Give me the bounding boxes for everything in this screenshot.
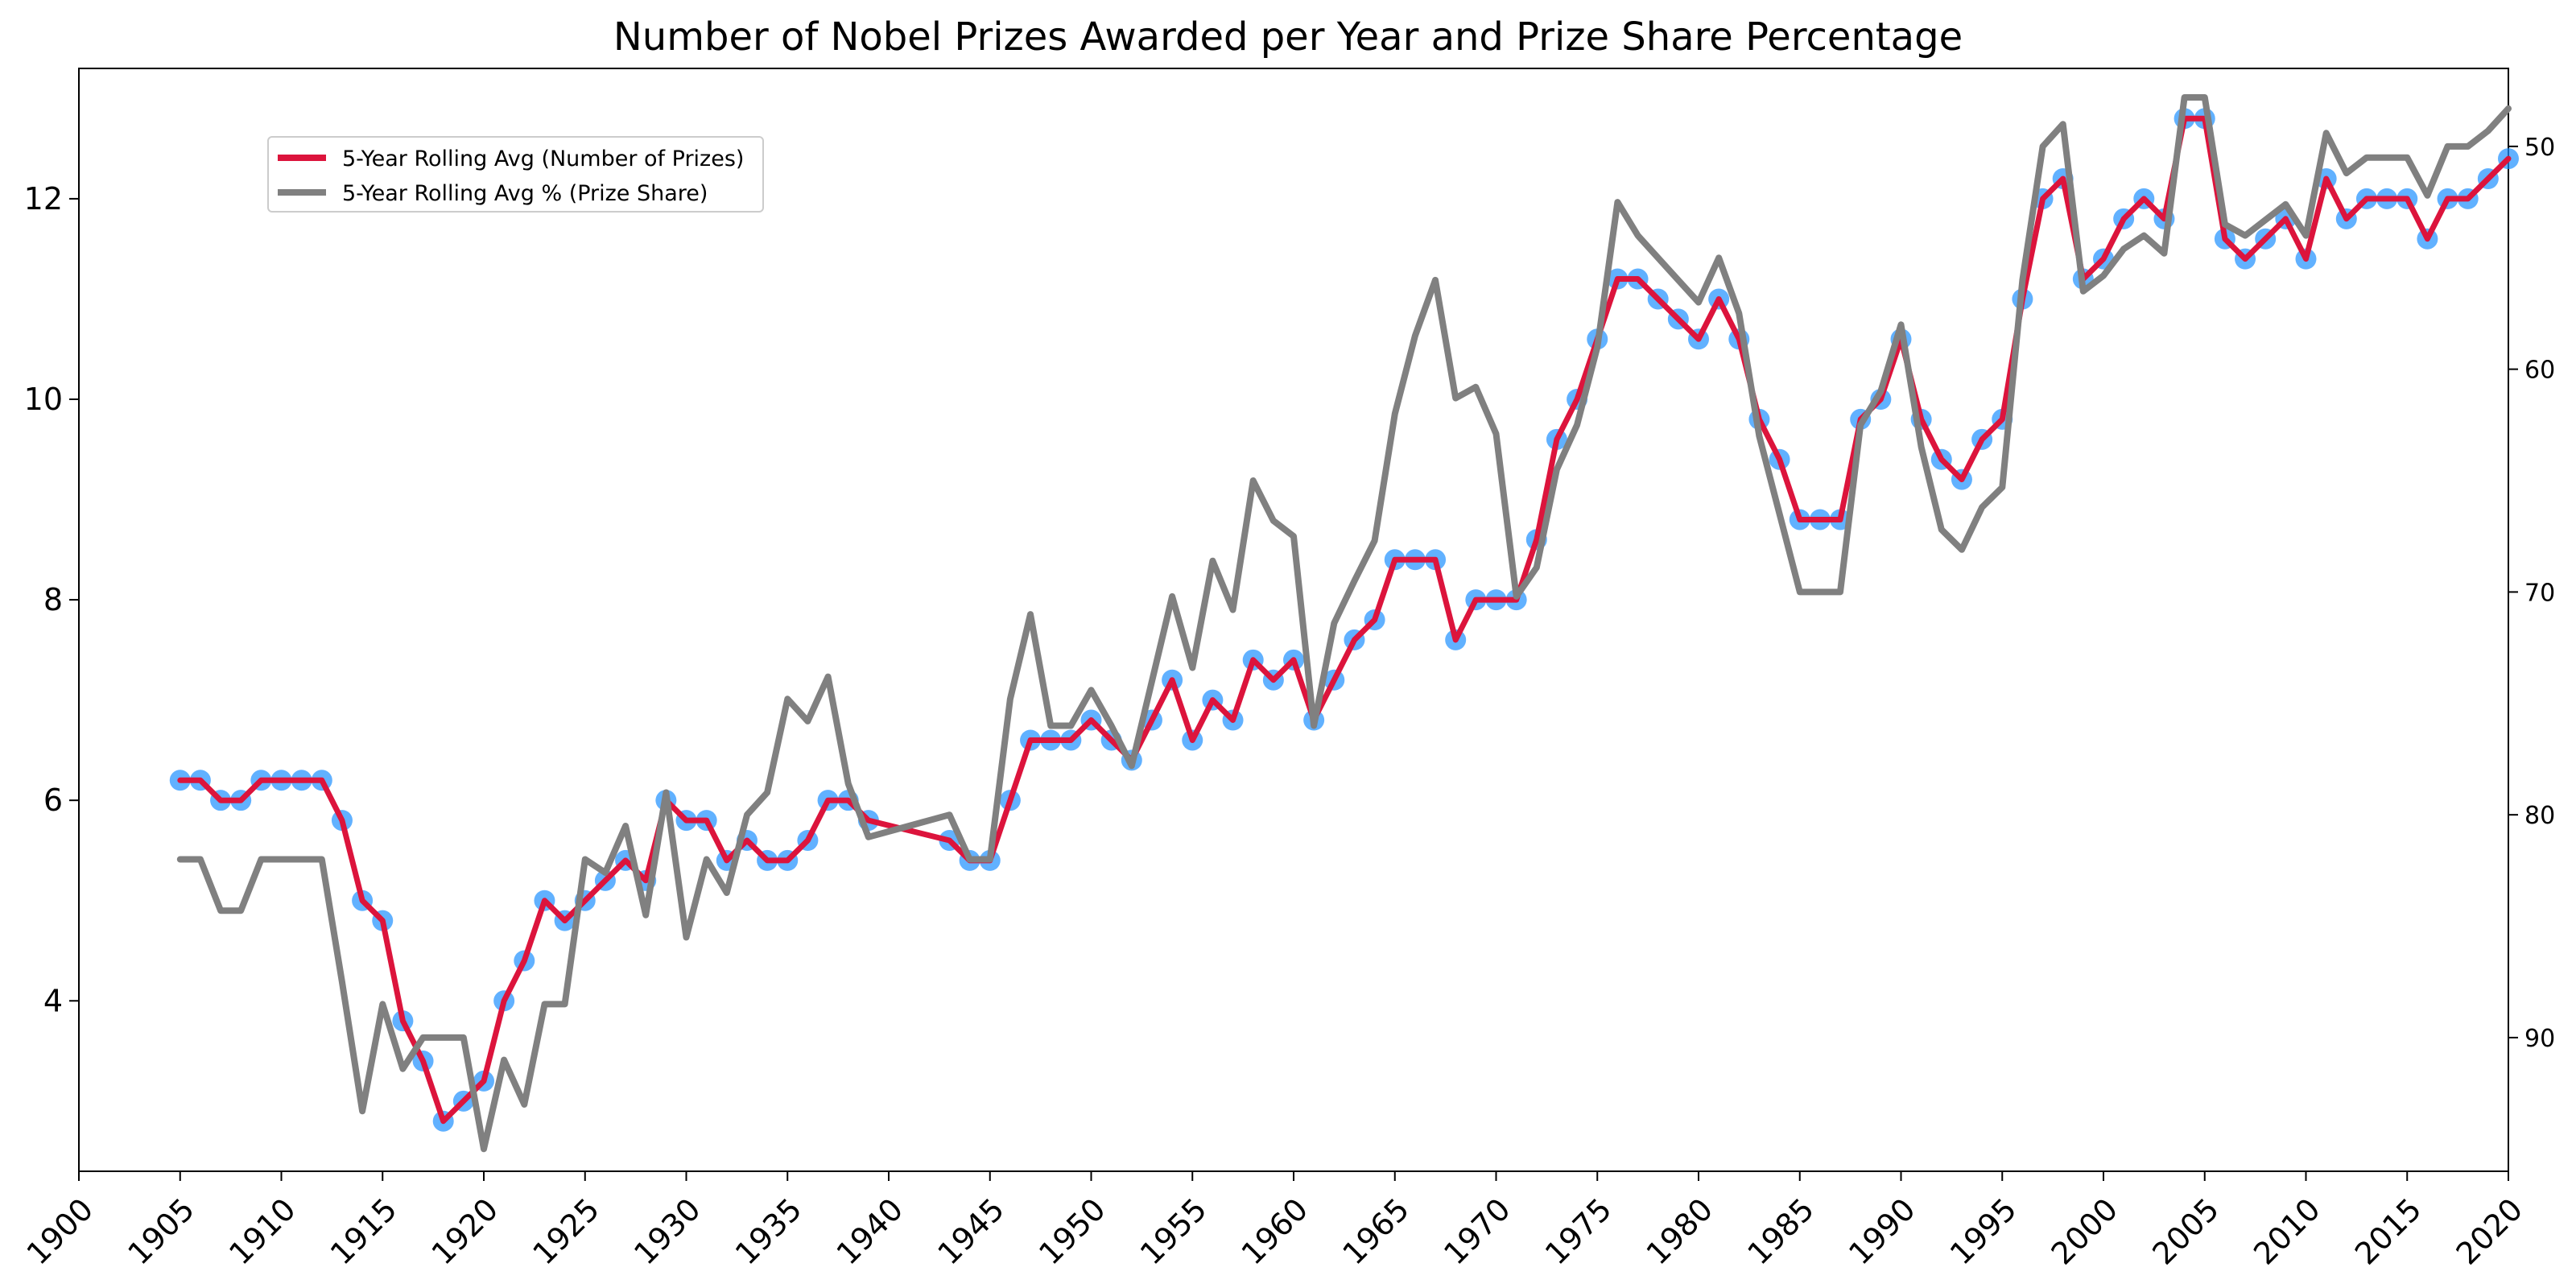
legend-label-share: 5-Year Rolling Avg % (Prize Share)	[342, 181, 708, 206]
legend: 5-Year Rolling Avg (Number of Prizes) 5-…	[267, 136, 764, 213]
series-layer	[169, 94, 2519, 1153]
y-tick-label-left-10: 10	[24, 382, 63, 417]
y-tick-label-right-80: 80	[2524, 802, 2555, 830]
prize-count-line	[177, 115, 2512, 1125]
y-tick-label-left-4: 4	[43, 983, 63, 1018]
prize-share-line	[176, 94, 2512, 1153]
y-tick-label-left-6: 6	[43, 782, 63, 818]
y-tick-label-right-50: 50	[2524, 134, 2555, 162]
legend-label-prizes: 5-Year Rolling Avg (Number of Prizes)	[342, 147, 744, 171]
y-axis-left: 4 6 8 10 12	[24, 181, 79, 1018]
y-axis-right: 50 60 70 80 90	[2508, 134, 2555, 1053]
y-tick-label-right-70: 70	[2524, 579, 2555, 607]
y-tick-label-right-60: 60	[2524, 357, 2555, 385]
chart-title: Number of Nobel Prizes Awarded per Year …	[613, 14, 1963, 60]
y-tick-label-left-8: 8	[43, 582, 63, 617]
y-tick-label-right-90: 90	[2524, 1025, 2555, 1053]
legend-box	[267, 136, 764, 213]
y-tick-label-left-12: 12	[24, 181, 63, 217]
